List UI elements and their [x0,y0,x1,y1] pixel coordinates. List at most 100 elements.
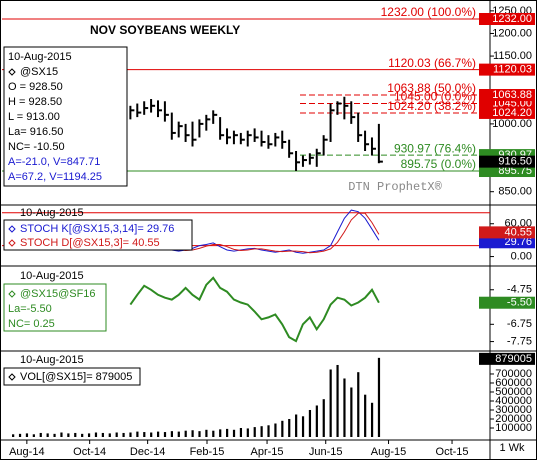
volume-bar [60,432,63,437]
volume-bar [108,433,111,437]
volume-bar [239,427,243,437]
legend-box [3,367,141,386]
panel-date: 10-Aug-2015 [20,354,84,366]
volume-bar [12,434,15,437]
last-tag: 879005 [495,353,532,365]
volume-bar [301,416,305,437]
fib-label: 1120.03 (66.7%) [388,56,476,70]
volume-bar [67,433,70,437]
info-line: H = 928.50 [8,96,62,108]
legend-marker [8,225,16,233]
volume-bar [232,429,236,437]
info-line: A=67.2, V=1194.25 [8,171,102,183]
y-tick-label: 300000 [495,404,532,416]
level-tag-box [479,12,535,25]
legend-entry: STOCH D[@SX15,3]= 40.55 [20,237,160,249]
volume-bar [343,378,346,437]
y-tick-label: 700000 [495,368,532,380]
x-tick-label: Oct-15 [436,446,469,458]
level-tag-box [479,89,535,102]
fib-label: 1063.88 (50.0%) [387,81,476,95]
legend-box [3,219,193,251]
volume-bar [377,357,381,437]
volume-bar [260,426,263,437]
volume-bar [136,431,139,437]
x-tick-label: Apr-15 [251,446,284,458]
volume-bar [115,432,118,437]
x-tick-label: Feb-15 [190,446,225,458]
last-tag-box [479,226,535,239]
volume-bar [336,364,339,437]
volume-bar [226,428,229,437]
volume-bar [191,430,194,437]
volume-bar [87,433,91,437]
volume-bar [357,372,360,437]
y-tick-label: 400000 [495,395,532,407]
volume-bar [322,399,325,437]
volume-bar [315,405,318,437]
last-tag: 29.76 [504,236,532,248]
volume-bar [122,432,125,437]
volume-bar [267,425,270,437]
volume-bar [198,431,201,437]
info-line: O = 928.50 [8,81,63,93]
last-tag: 916.50 [498,156,532,168]
last-tag: -5.50 [507,297,532,309]
y-tick-label: 1200.00 [492,27,532,39]
volume-bar [150,432,153,437]
x-tick-label: Aug-15 [371,446,406,458]
chart-title: NOV SOYBEANS WEEKLY [90,23,240,37]
volume-bar [74,432,77,437]
period-label: 1 Wk [499,442,525,454]
volume-bar [205,429,208,437]
y-tick-label: 500000 [495,386,532,398]
info-line: NC= -10.50 [8,141,65,153]
y-tick-label: -6.75 [507,318,532,330]
x-tick-label: Dec-14 [130,446,165,458]
volume-bar [212,430,215,437]
series-line [129,276,380,343]
y-tick-label: 1000.00 [492,118,532,130]
volume-bar [350,387,353,437]
volume-bar [329,369,332,437]
fib-label: 1232.00 (100.0%) [381,5,476,19]
info-box [3,283,107,332]
watermark: DTN ProphetX® [348,180,442,194]
volume-bar [94,432,98,437]
info-line: 10-Aug-2015 [8,51,72,63]
level-tag: 1232.00 [492,13,532,25]
fib-label: 1045.00 (0.0%) [394,90,476,104]
level-tag: 895.75 [498,165,532,177]
info-line: @SX15 [20,66,58,78]
legend-entry: VOL[@SX15]= 879005 [20,371,132,383]
y-tick-label: -7.75 [507,335,532,347]
y-tick-label: 200000 [495,413,532,425]
volume-bar [39,432,42,437]
volume-bar [81,433,84,437]
fib-label: 895.75 (0.0%) [401,157,476,171]
volume-bar [32,434,35,437]
volume-bar [184,430,187,437]
legend-marker [8,68,16,76]
volume-bar [288,418,291,437]
level-tag-box [479,63,535,76]
panel-date: 10-Aug-2015 [20,270,84,282]
last-tag-box [479,296,535,309]
last-tag-box [479,236,535,249]
volume-bar [253,427,256,437]
volume-bar [281,420,284,437]
volume-bar [308,409,312,437]
volume-bar [101,432,104,437]
fib-label: 1024.20 (38.2%) [387,99,476,113]
y-tick-label: -4.75 [507,284,532,296]
volume-bar [364,394,367,437]
x-tick-label: Aug-14 [9,446,44,458]
info-line: @SX15@SF16 [20,288,96,300]
volume-bar [129,432,132,437]
y-tick-label: 0.00 [511,250,532,262]
last-tag: 40.55 [504,226,532,238]
panel-date: 10-Aug-2015 [20,207,84,219]
volume-bar [170,431,173,437]
legend-entry: STOCH K[@SX15,3,14]= 29.76 [20,223,174,235]
